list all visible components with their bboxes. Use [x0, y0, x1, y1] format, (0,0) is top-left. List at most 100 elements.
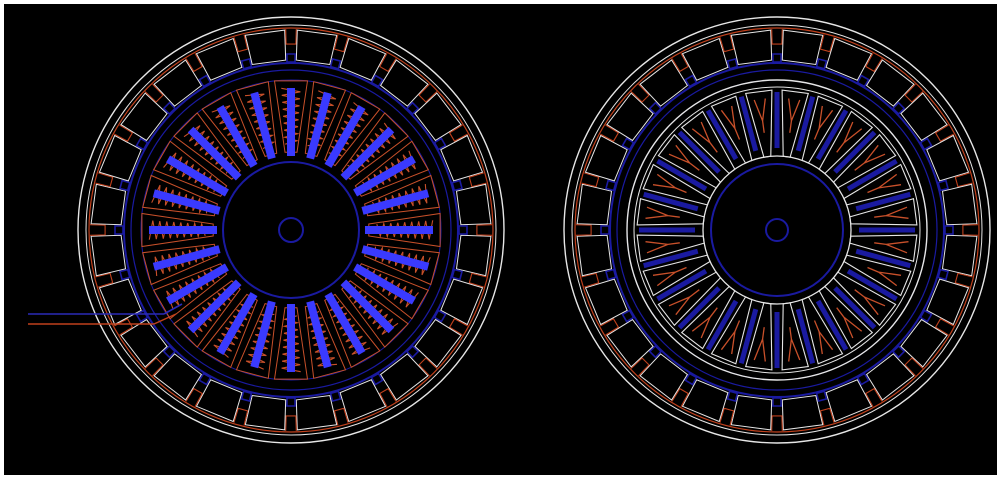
stator-tooth: [855, 191, 911, 212]
housing-pocket: [455, 183, 492, 226]
housing-pocket: [414, 318, 462, 368]
housing-bracket: [233, 407, 249, 426]
housing-pocket: [98, 278, 142, 326]
housing-bracket: [448, 124, 468, 142]
housing-bracket: [333, 34, 349, 53]
housing-pocket: [195, 37, 243, 81]
stator-tooth: [795, 96, 816, 152]
housing-bracket: [934, 318, 954, 336]
core-tab: [458, 225, 468, 235]
housing-bracket: [904, 83, 924, 103]
outer-rim-inner: [85, 24, 497, 436]
housing-pocket: [339, 37, 387, 81]
slot-wedge-mark: [720, 105, 741, 140]
stator-windings: [141, 80, 441, 380]
housing-bracket: [904, 357, 924, 377]
core-tab: [405, 344, 420, 359]
housing-bracket: [671, 387, 689, 407]
shaft: [765, 218, 789, 242]
stator-tooth: [250, 91, 276, 160]
housing-bracket: [954, 172, 973, 188]
housing-pocket: [339, 379, 387, 423]
housing-pocket: [379, 59, 429, 107]
housing-bracket: [95, 272, 114, 288]
stator-tooth: [815, 109, 849, 161]
housing-pocket: [90, 234, 127, 277]
housing-bracket: [719, 407, 735, 426]
housing-bracket: [144, 83, 164, 103]
housing-pocket: [379, 353, 429, 401]
housing-pocket: [825, 379, 873, 423]
stator-tooth: [340, 126, 395, 181]
slot-wedge-mark: [645, 241, 680, 254]
slot-wedge-mark: [691, 121, 718, 153]
core-tab: [162, 101, 177, 116]
housing-pocket: [195, 379, 243, 423]
housing-bracket: [285, 415, 297, 431]
stator-back-iron: [609, 62, 945, 398]
housing-pocket: [865, 59, 915, 107]
outer-rim: [77, 16, 505, 444]
housing-bracket: [90, 224, 106, 236]
housing-bracket: [285, 29, 297, 45]
housing-pocket: [900, 92, 948, 142]
housing-bracket: [671, 53, 689, 73]
stator-tooth: [795, 308, 816, 364]
housing-bracket: [954, 272, 973, 288]
stator-tooth: [216, 292, 258, 355]
stator-back-iron-inner: [130, 69, 452, 391]
stator-tooth: [656, 268, 708, 302]
lead-wire-red-bend: [153, 313, 177, 325]
stator-tooth: [324, 105, 366, 168]
housing-pocket: [440, 134, 484, 182]
housing-segments: [90, 29, 492, 431]
housing-pocket: [584, 134, 628, 182]
stator-tooth: [353, 263, 416, 305]
housing-pocket: [926, 278, 970, 326]
stator-tooth: [152, 245, 221, 271]
housing-bracket: [144, 357, 164, 377]
slot-wedge-mark: [753, 98, 766, 133]
housing-pocket: [295, 29, 338, 66]
core-tab: [772, 397, 782, 407]
cad-drawing-canvas: [4, 4, 997, 475]
housing-bracket: [379, 387, 397, 407]
slot-wedge-mark: [874, 241, 909, 254]
stator-tooth: [677, 286, 721, 330]
core-outer-edge-inner: [633, 86, 921, 374]
slot-wedge-mark: [753, 327, 766, 362]
housing-pocket: [865, 353, 915, 401]
housing-ring: [88, 27, 494, 433]
housing-bracket: [114, 318, 134, 336]
housing-pocket: [606, 318, 654, 368]
core-tab: [114, 225, 124, 235]
housing-pocket: [440, 278, 484, 326]
stator-tooth: [656, 158, 708, 192]
slot-wedge-mark: [854, 144, 886, 171]
housing-bracket: [630, 357, 650, 377]
stator-tooth: [152, 189, 221, 215]
housing-bracket: [630, 83, 650, 103]
housing-pocket: [681, 37, 729, 81]
stator-tooth: [738, 96, 759, 152]
core-tab: [891, 344, 906, 359]
slot-wedge-mark: [813, 320, 834, 355]
housing-bracket: [819, 34, 835, 53]
cad-drawing-viewport: [4, 4, 997, 475]
shaft: [278, 217, 304, 243]
housing-bracket: [448, 318, 468, 336]
stator-yoke-ring: [140, 79, 442, 381]
slot-wedge-mark: [668, 289, 700, 316]
housing-pocket: [639, 353, 689, 401]
housing-pocket: [730, 29, 773, 66]
slot-wedge-mark: [668, 144, 700, 171]
housing-bracket: [476, 224, 492, 236]
housing-bracket: [600, 124, 620, 142]
stator-tooth: [166, 155, 229, 197]
housing-bracket: [418, 357, 438, 377]
housing-bracket: [771, 415, 783, 431]
slot-wedge-mark: [652, 266, 687, 287]
outer-rim: [563, 16, 991, 444]
housing-bracket: [581, 172, 600, 188]
housing-bracket: [962, 224, 978, 236]
